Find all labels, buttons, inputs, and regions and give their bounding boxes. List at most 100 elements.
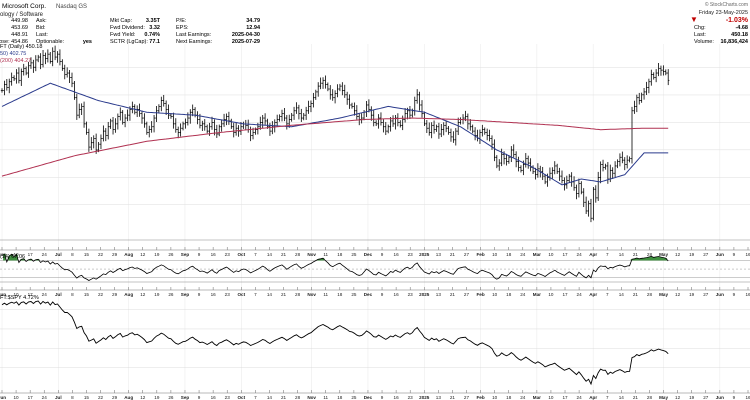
x-tick-label: 21 bbox=[633, 395, 639, 400]
relative-strength-line bbox=[1, 300, 669, 386]
ohlc-bar bbox=[61, 59, 64, 71]
x-tick-label: 9 bbox=[733, 292, 736, 297]
ohlc-bar bbox=[428, 122, 431, 136]
ohlc-bar bbox=[126, 109, 129, 122]
legend-relative: FT:$SPY 4.72% bbox=[0, 295, 39, 301]
x-tick-label: 27 bbox=[464, 395, 470, 400]
ohlc-bar bbox=[90, 137, 93, 151]
x-tick-label: 19 bbox=[154, 292, 160, 297]
x-tick-label: Nov bbox=[307, 292, 316, 297]
quote-mid-label: Mkt Cap: bbox=[110, 18, 132, 24]
x-tick-label: 12 bbox=[675, 292, 681, 297]
ohlc-bar bbox=[261, 114, 264, 129]
x-tick-label: Jul bbox=[55, 292, 62, 297]
quote-mid-value: 0.74% bbox=[144, 32, 160, 38]
ohlc-bar bbox=[377, 114, 380, 129]
x-tick-label: 10 bbox=[548, 292, 554, 297]
x-tick-label: 23 bbox=[225, 395, 231, 400]
x-tick-label: 9 bbox=[733, 395, 736, 400]
ohlc-bar bbox=[39, 53, 42, 70]
x-tick-label: 24 bbox=[520, 292, 526, 297]
x-tick-label: 9 bbox=[381, 395, 384, 400]
x-tick-label: May bbox=[659, 252, 668, 257]
ohlc-bar bbox=[326, 82, 330, 92]
ohlc-bar bbox=[343, 84, 346, 98]
x-tick-label: 8 bbox=[71, 252, 74, 257]
ohlc-bar bbox=[319, 77, 322, 90]
ohlc-bar bbox=[374, 120, 378, 127]
x-tick-label: 25 bbox=[351, 395, 357, 400]
x-tick-label: 17 bbox=[562, 292, 568, 297]
ohlc-bar bbox=[575, 184, 578, 200]
ohlc-bar bbox=[201, 120, 204, 131]
ohlc-bar bbox=[640, 92, 643, 103]
ohlc-bar bbox=[239, 121, 243, 136]
x-tick-label: Nov bbox=[307, 252, 316, 257]
x-tick-label: 16 bbox=[211, 395, 217, 400]
ohlc-bar bbox=[654, 69, 658, 83]
ma50-line bbox=[1, 82, 669, 186]
ohlc-bar bbox=[157, 104, 161, 113]
ohlc-bar bbox=[415, 89, 419, 104]
quote-left-label: Bid: bbox=[36, 25, 46, 31]
x-tick-label: Aug bbox=[124, 252, 133, 257]
ohlc-bar bbox=[582, 188, 585, 208]
ohlc-bar bbox=[131, 101, 134, 114]
ohlc-bar bbox=[611, 167, 614, 179]
ohlc-bar bbox=[20, 68, 23, 86]
ohlc-bar bbox=[29, 57, 33, 69]
ohlc-bar bbox=[599, 161, 602, 184]
x-tick-label: 22 bbox=[98, 252, 104, 257]
x-tick-label: 10 bbox=[492, 395, 498, 400]
x-tick-label: 7 bbox=[254, 292, 257, 297]
x-tick-label: 19 bbox=[689, 395, 695, 400]
x-tick-label: 28 bbox=[295, 252, 301, 257]
ohlc-bar bbox=[41, 49, 45, 68]
x-tick-label: 16 bbox=[745, 252, 750, 257]
legend-ma50: 50) 402.75 bbox=[0, 51, 26, 57]
x-tick-label: 8 bbox=[71, 292, 74, 297]
ohlc-bar bbox=[345, 91, 349, 105]
x-tick-label: May bbox=[659, 395, 668, 400]
ohlc-bar bbox=[408, 105, 412, 120]
ohlc-bar bbox=[601, 159, 605, 172]
ohlc-bar bbox=[290, 112, 293, 122]
ohlc-bar bbox=[662, 65, 665, 76]
x-tick-label: 12 bbox=[140, 292, 146, 297]
x-tick-label: Jun bbox=[0, 292, 6, 297]
ohlc-bar bbox=[174, 118, 177, 133]
x-tick-label: 16 bbox=[394, 395, 400, 400]
x-tick-label: 23 bbox=[225, 252, 231, 257]
ohlc-bar bbox=[355, 105, 359, 120]
ohlc-bar bbox=[94, 133, 98, 154]
quote-left-label: Last: bbox=[36, 32, 48, 38]
x-tick-label: 16 bbox=[211, 252, 217, 257]
ohlc-bar bbox=[302, 112, 305, 121]
x-tick-label: 25 bbox=[351, 292, 357, 297]
x-tick-label: 19 bbox=[154, 395, 160, 400]
x-tick-label: 29 bbox=[112, 252, 118, 257]
ohlc-bar bbox=[80, 103, 83, 115]
x-tick-label: Aug bbox=[124, 292, 133, 297]
x-tick-label: 26 bbox=[168, 252, 174, 257]
ohlc-bar bbox=[111, 117, 115, 135]
x-tick-label: 24 bbox=[42, 292, 48, 297]
ohlc-bar bbox=[555, 163, 559, 174]
x-tick-label: 9 bbox=[198, 395, 201, 400]
x-tick-label: 24 bbox=[520, 252, 526, 257]
ohlc-bar bbox=[442, 122, 445, 136]
quote-mid-label: Fwd Yield: bbox=[110, 32, 136, 38]
x-tick-label: 23 bbox=[408, 395, 414, 400]
ohlc-bar bbox=[300, 108, 303, 122]
x-tick-label: Feb bbox=[476, 292, 484, 297]
ohlc-bar bbox=[135, 105, 139, 118]
ohlc-bar bbox=[435, 124, 438, 132]
ohlc-bar bbox=[107, 121, 110, 140]
ohlc-bar bbox=[15, 69, 18, 84]
ohlc-bar bbox=[116, 113, 120, 130]
x-tick-label: 19 bbox=[689, 252, 695, 257]
ohlc-bar bbox=[152, 114, 156, 133]
ohlc-bar bbox=[210, 116, 214, 130]
ohlc-bar bbox=[524, 153, 527, 168]
ohlc-bar bbox=[481, 124, 484, 137]
